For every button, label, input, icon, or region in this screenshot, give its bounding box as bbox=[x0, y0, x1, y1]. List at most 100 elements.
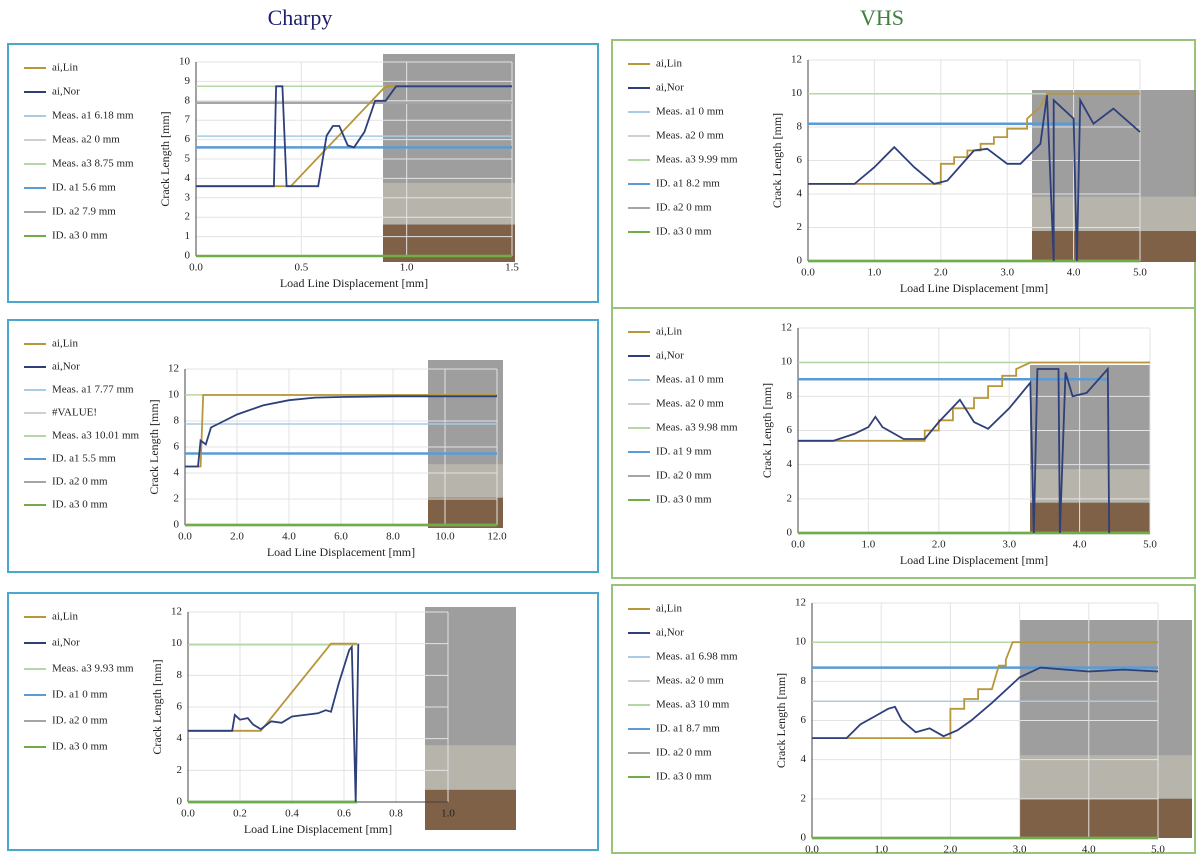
legend-label: ID. a1 8.7 mm bbox=[656, 723, 720, 735]
specimen-photo-base bbox=[425, 789, 516, 830]
x-tick-label: 0.0 bbox=[805, 844, 819, 854]
legend-label: ai,Nor bbox=[52, 361, 80, 373]
legend-label: ID. a1 8.2 mm bbox=[656, 178, 720, 190]
specimen-photo-base bbox=[1020, 798, 1192, 838]
y-tick-label: 12 bbox=[795, 597, 806, 609]
y-tick-label: 4 bbox=[185, 172, 191, 184]
x-tick-label: 1.0 bbox=[874, 844, 888, 854]
x-tick-label: 2.0 bbox=[230, 531, 244, 543]
x-tick-label: 10.0 bbox=[435, 531, 455, 543]
legend-label: ai,Lin bbox=[656, 603, 682, 615]
specimen-photo-band bbox=[1020, 755, 1192, 799]
y-tick-label: 10 bbox=[791, 87, 803, 99]
x-tick-label: 4.0 bbox=[1067, 267, 1081, 279]
legend-label: Meas. a3 8.75 mm bbox=[52, 158, 134, 170]
series-line bbox=[812, 641, 1158, 739]
specimen-photo-band bbox=[425, 745, 516, 790]
y-tick-label: 6 bbox=[174, 441, 180, 453]
y-axis-label: Crack Length [mm] bbox=[770, 113, 784, 208]
y-tick-label: 6 bbox=[177, 701, 183, 713]
y-tick-label: 10 bbox=[179, 56, 191, 68]
x-tick-label: 2.0 bbox=[932, 539, 946, 551]
y-tick-label: 8 bbox=[185, 94, 191, 106]
column-title: VHS bbox=[860, 5, 904, 30]
legend-label: ID. a3 0 mm bbox=[656, 226, 712, 238]
series-line bbox=[185, 395, 497, 468]
x-tick-label: 1.0 bbox=[868, 267, 882, 279]
y-axis-label: Crack Length [mm] bbox=[158, 111, 172, 206]
y-tick-label: 6 bbox=[801, 714, 807, 726]
legend-label: Meas. a3 10 mm bbox=[656, 699, 730, 711]
y-tick-label: 4 bbox=[174, 467, 180, 479]
y-tick-label: 4 bbox=[797, 188, 803, 200]
legend-label: Meas. a2 0 mm bbox=[52, 134, 120, 146]
x-tick-label: 0.6 bbox=[337, 808, 351, 820]
legend-label: ID. a2 0 mm bbox=[656, 747, 712, 759]
y-tick-label: 12 bbox=[791, 54, 802, 66]
panel-frame bbox=[7, 319, 599, 573]
y-tick-label: 2 bbox=[787, 492, 793, 504]
x-tick-label: 12.0 bbox=[487, 531, 507, 543]
y-tick-label: 4 bbox=[177, 732, 183, 744]
y-tick-label: 5 bbox=[185, 153, 191, 165]
y-tick-label: 4 bbox=[801, 753, 807, 765]
x-tick-label: 0.5 bbox=[294, 262, 308, 274]
x-tick-label: 5.0 bbox=[1151, 844, 1165, 854]
x-tick-label: 3.0 bbox=[1013, 844, 1027, 854]
x-tick-label: 0.0 bbox=[181, 808, 195, 820]
legend-label: ID. a3 0 mm bbox=[52, 499, 108, 511]
series-line bbox=[196, 85, 512, 188]
y-tick-label: 0 bbox=[787, 527, 793, 539]
y-tick-label: 2 bbox=[801, 792, 807, 804]
specimen-photo-base bbox=[1032, 231, 1196, 262]
x-tick-label: 1.0 bbox=[441, 808, 455, 820]
x-tick-label: 5.0 bbox=[1133, 267, 1147, 279]
x-tick-label: 1.0 bbox=[400, 262, 414, 274]
series-line bbox=[812, 666, 1159, 739]
legend-label: Meas. a2 0 mm bbox=[656, 130, 724, 142]
x-tick-label: 6.0 bbox=[334, 531, 348, 543]
legend-label: ai,Lin bbox=[52, 338, 78, 350]
y-axis-label: Crack Length [mm] bbox=[147, 399, 161, 494]
legend-label: ID. a3 0 mm bbox=[656, 771, 712, 783]
y-tick-label: 10 bbox=[795, 636, 807, 648]
y-tick-label: 12 bbox=[781, 322, 792, 334]
x-tick-label: 0.0 bbox=[801, 267, 815, 279]
specimen-photo-base bbox=[1030, 502, 1150, 533]
y-tick-label: 6 bbox=[797, 154, 803, 166]
y-tick-label: 0 bbox=[797, 255, 803, 267]
legend-label: ID. a3 0 mm bbox=[52, 741, 108, 753]
y-tick-label: 8 bbox=[797, 121, 803, 133]
x-tick-label: 3.0 bbox=[1002, 539, 1016, 551]
x-axis-label: Load Line Displacement [mm] bbox=[280, 276, 428, 290]
x-axis-label: Load Line Displacement [mm] bbox=[900, 281, 1048, 295]
legend-label: Meas. a2 0 mm bbox=[656, 398, 724, 410]
panel-frame bbox=[7, 43, 599, 303]
y-tick-label: 9 bbox=[185, 75, 191, 87]
legend-label: ai,Lin bbox=[52, 611, 78, 623]
series-line bbox=[188, 642, 357, 732]
specimen-photo-band bbox=[383, 182, 515, 225]
y-tick-label: 0 bbox=[185, 250, 191, 262]
legend-label: ID. a1 5.5 mm bbox=[52, 453, 116, 465]
y-tick-label: 10 bbox=[781, 356, 793, 368]
legend-label: ID. a2 0 mm bbox=[52, 715, 108, 727]
y-axis-label: Crack Length [mm] bbox=[760, 383, 774, 478]
y-tick-label: 8 bbox=[174, 415, 180, 427]
legend-label: ID. a1 9 mm bbox=[656, 446, 712, 458]
x-tick-label: 0.0 bbox=[178, 531, 192, 543]
y-tick-label: 12 bbox=[171, 606, 182, 618]
x-tick-label: 5.0 bbox=[1143, 539, 1157, 551]
legend-label: Meas. a3 10.01 mm bbox=[52, 430, 140, 442]
y-axis-label: Crack Length [mm] bbox=[774, 673, 788, 768]
x-tick-label: 1.5 bbox=[505, 262, 519, 274]
legend-label: ai,Nor bbox=[656, 82, 684, 94]
specimen-photo-band bbox=[1030, 469, 1150, 503]
x-tick-label: 4.0 bbox=[1073, 539, 1087, 551]
y-tick-label: 10 bbox=[171, 637, 183, 649]
y-tick-label: 2 bbox=[797, 221, 803, 233]
legend-label: Meas. a1 0 mm bbox=[656, 106, 724, 118]
legend-label: ai,Lin bbox=[656, 58, 682, 70]
legend-label: Meas. a1 6.18 mm bbox=[52, 110, 134, 122]
legend-label: ID. a3 0 mm bbox=[52, 230, 108, 242]
